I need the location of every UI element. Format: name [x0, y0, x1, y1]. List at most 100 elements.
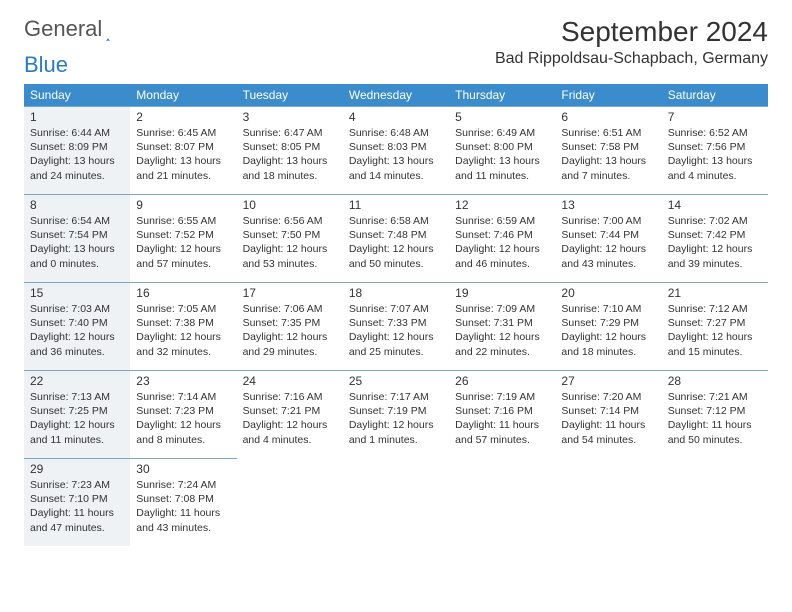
calendar-cell: 3 Sunrise: 6:47 AMSunset: 8:05 PMDaylight… [237, 106, 343, 194]
day-info: Sunrise: 6:44 AMSunset: 8:09 PMDaylight:… [30, 126, 124, 183]
day-info: Sunrise: 6:48 AMSunset: 8:03 PMDaylight:… [349, 126, 443, 183]
calendar-cell: 17Sunrise: 7:06 AMSunset: 7:35 PMDayligh… [237, 282, 343, 370]
day-number: 22 [30, 374, 124, 388]
brand-part1: General [24, 16, 102, 42]
day-number: 23 [136, 374, 230, 388]
day-number: 11 [349, 198, 443, 212]
day-number: 12 [455, 198, 549, 212]
day-info: Sunrise: 7:02 AMSunset: 7:42 PMDaylight:… [668, 214, 762, 271]
day-info: Sunrise: 6:45 AMSunset: 8:07 PMDaylight:… [136, 126, 230, 183]
day-number: 27 [561, 374, 655, 388]
day-number: 1 [30, 110, 124, 124]
calendar-cell: 22 Sunrise: 7:13 AMSunset: 7:25 PMDayligh… [24, 370, 130, 458]
calendar-cell: 4 Sunrise: 6:48 AMSunset: 8:03 PMDaylight… [343, 106, 449, 194]
day-number: 7 [668, 110, 762, 124]
day-info: Sunrise: 7:07 AMSunset: 7:33 PMDaylight:… [349, 302, 443, 359]
day-number: 20 [561, 286, 655, 300]
day-number: 17 [243, 286, 337, 300]
calendar-cell: 24 Sunrise: 7:16 AMSunset: 7:21 PMDayligh… [237, 370, 343, 458]
day-info: Sunrise: 6:55 AMSunset: 7:52 PMDaylight:… [136, 214, 230, 271]
calendar-cell: 19 Sunrise: 7:09 AMSunset: 7:31 PMDayligh… [449, 282, 555, 370]
day-info: Sunrise: 7:00 AMSunset: 7:44 PMDaylight:… [561, 214, 655, 271]
calendar-cell: 2 Sunrise: 6:45 AMSunset: 8:07 PMDaylight… [130, 106, 236, 194]
day-header: Wednesday [343, 84, 449, 106]
calendar-cell: 14 Sunrise: 7:02 AMSunset: 7:42 PMDayligh… [662, 194, 768, 282]
day-number: 21 [668, 286, 762, 300]
day-number: 5 [455, 110, 549, 124]
day-info: Sunrise: 6:56 AMSunset: 7:50 PMDaylight:… [243, 214, 337, 271]
day-info: Sunrise: 7:20 AMSunset: 7:14 PMDaylight:… [561, 390, 655, 447]
calendar-cell: 8 Sunrise: 6:54 AMSunset: 7:54 PMDaylight… [24, 194, 130, 282]
day-header: Tuesday [237, 84, 343, 106]
calendar-cell: 18 Sunrise: 7:07 AMSunset: 7:33 PMDayligh… [343, 282, 449, 370]
day-number: 4 [349, 110, 443, 124]
day-info: Sunrise: 7:24 AMSunset: 7:08 PMDaylight:… [136, 478, 230, 535]
empty-cell [449, 458, 555, 546]
day-number: 10 [243, 198, 337, 212]
day-number: 13 [561, 198, 655, 212]
day-header: Thursday [449, 84, 555, 106]
day-number: 19 [455, 286, 549, 300]
calendar-cell: 12 Sunrise: 6:59 AMSunset: 7:46 PMDayligh… [449, 194, 555, 282]
day-number: 8 [30, 198, 124, 212]
day-info: Sunrise: 6:51 AMSunset: 7:58 PMDaylight:… [561, 126, 655, 183]
day-info: Sunrise: 7:10 AMSunset: 7:29 PMDaylight:… [561, 302, 655, 359]
calendar-cell: 26 Sunrise: 7:19 AMSunset: 7:16 PMDayligh… [449, 370, 555, 458]
day-info: Sunrise: 7:19 AMSunset: 7:16 PMDaylight:… [455, 390, 549, 447]
day-info: Sunrise: 7:16 AMSunset: 7:21 PMDaylight:… [243, 390, 337, 447]
day-info: Sunrise: 6:58 AMSunset: 7:48 PMDaylight:… [349, 214, 443, 271]
day-number: 29 [30, 462, 124, 476]
day-info: Sunrise: 7:23 AMSunset: 7:10 PMDaylight:… [30, 478, 124, 535]
calendar-cell: 16 Sunrise: 7:05 AMSunset: 7:38 PMDayligh… [130, 282, 236, 370]
day-number: 28 [668, 374, 762, 388]
day-info: Sunrise: 7:05 AMSunset: 7:38 PMDaylight:… [136, 302, 230, 359]
day-number: 25 [349, 374, 443, 388]
day-header: Monday [130, 84, 236, 106]
day-info: Sunrise: 6:47 AMSunset: 8:05 PMDaylight:… [243, 126, 337, 183]
day-number: 15 [30, 286, 124, 300]
calendar-cell: 15 Sunrise: 7:03 AMSunset: 7:40 PMDayligh… [24, 282, 130, 370]
empty-cell [555, 458, 661, 546]
day-number: 24 [243, 374, 337, 388]
day-info: Sunrise: 7:13 AMSunset: 7:25 PMDaylight:… [30, 390, 124, 447]
calendar-grid: SundayMondayTuesdayWednesdayThursdayFrid… [24, 84, 768, 546]
day-header: Sunday [24, 84, 130, 106]
calendar-cell: 6 Sunrise: 6:51 AMSunset: 7:58 PMDaylight… [555, 106, 661, 194]
day-header: Saturday [662, 84, 768, 106]
day-header: Friday [555, 84, 661, 106]
day-number: 9 [136, 198, 230, 212]
day-info: Sunrise: 7:21 AMSunset: 7:12 PMDaylight:… [668, 390, 762, 447]
calendar-cell: 30Sunrise: 7:24 AMSunset: 7:08 PMDayligh… [130, 458, 236, 546]
calendar-cell: 7 Sunrise: 6:52 AMSunset: 7:56 PMDaylight… [662, 106, 768, 194]
calendar-cell: 23 Sunrise: 7:14 AMSunset: 7:23 PMDayligh… [130, 370, 236, 458]
month-title: September 2024 [495, 16, 768, 48]
day-info: Sunrise: 7:03 AMSunset: 7:40 PMDaylight:… [30, 302, 124, 359]
calendar-cell: 1 Sunrise: 6:44 AMSunset: 8:09 PMDaylight… [24, 106, 130, 194]
day-number: 16 [136, 286, 230, 300]
day-number: 18 [349, 286, 443, 300]
calendar-cell: 29 Sunrise: 7:23 AMSunset: 7:10 PMDayligh… [24, 458, 130, 546]
day-number: 3 [243, 110, 337, 124]
brand-sail-icon [106, 21, 110, 37]
calendar-cell: 25 Sunrise: 7:17 AMSunset: 7:19 PMDayligh… [343, 370, 449, 458]
empty-cell [343, 458, 449, 546]
calendar-cell: 5 Sunrise: 6:49 AMSunset: 8:00 PMDaylight… [449, 106, 555, 194]
day-info: Sunrise: 7:12 AMSunset: 7:27 PMDaylight:… [668, 302, 762, 359]
day-info: Sunrise: 6:49 AMSunset: 8:00 PMDaylight:… [455, 126, 549, 183]
day-info: Sunrise: 6:54 AMSunset: 7:54 PMDaylight:… [30, 214, 124, 271]
calendar-cell: 13 Sunrise: 7:00 AMSunset: 7:44 PMDayligh… [555, 194, 661, 282]
day-info: Sunrise: 6:52 AMSunset: 7:56 PMDaylight:… [668, 126, 762, 183]
day-info: Sunrise: 7:14 AMSunset: 7:23 PMDaylight:… [136, 390, 230, 447]
day-info: Sunrise: 6:59 AMSunset: 7:46 PMDaylight:… [455, 214, 549, 271]
day-number: 6 [561, 110, 655, 124]
calendar-cell: 21 Sunrise: 7:12 AMSunset: 7:27 PMDayligh… [662, 282, 768, 370]
day-number: 2 [136, 110, 230, 124]
day-info: Sunrise: 7:09 AMSunset: 7:31 PMDaylight:… [455, 302, 549, 359]
calendar-cell: 28 Sunrise: 7:21 AMSunset: 7:12 PMDayligh… [662, 370, 768, 458]
calendar-cell: 11 Sunrise: 6:58 AMSunset: 7:48 PMDayligh… [343, 194, 449, 282]
day-number: 14 [668, 198, 762, 212]
empty-cell [662, 458, 768, 546]
day-info: Sunrise: 7:17 AMSunset: 7:19 PMDaylight:… [349, 390, 443, 447]
calendar-cell: 10 Sunrise: 6:56 AMSunset: 7:50 PMDayligh… [237, 194, 343, 282]
day-number: 26 [455, 374, 549, 388]
